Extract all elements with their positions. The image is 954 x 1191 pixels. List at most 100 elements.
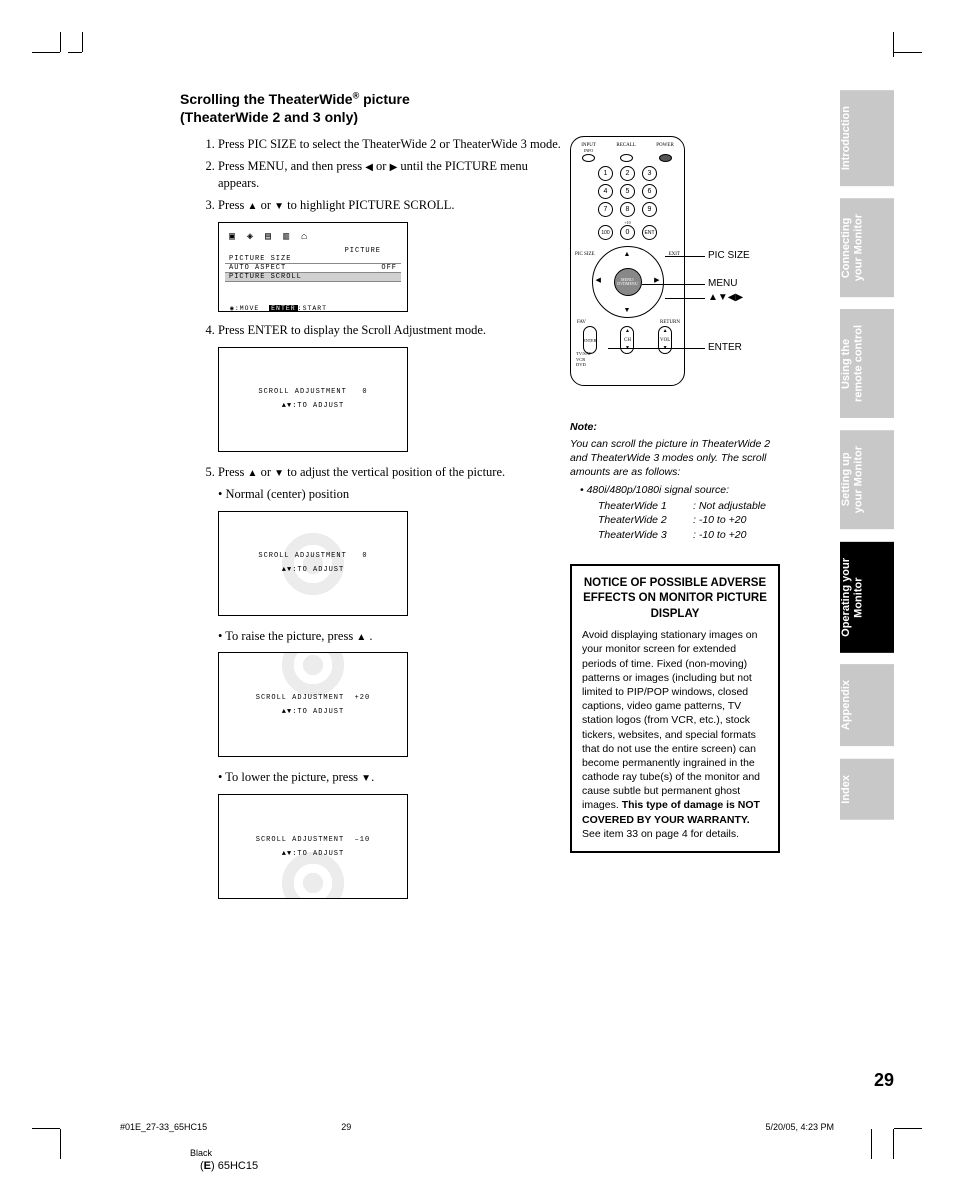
tab-index: Index	[840, 759, 894, 820]
instruction-list: Press PIC SIZE to select the TheaterWide…	[180, 136, 570, 214]
up-arrow-icon: ▲	[248, 201, 258, 212]
callout-menu: MENU	[708, 278, 737, 289]
step-text: Press MENU, and then press	[218, 159, 365, 173]
chapter-tabs: Introduction Connecting your Monitor Usi…	[840, 90, 894, 819]
note-list: 480i/480p/1080i signal source: TheaterWi…	[570, 483, 780, 542]
footer-model: (E) 65HC15	[200, 1160, 258, 1172]
remote-bottom-row: ENTER ▲CH▼ ▲VOL▼	[571, 326, 684, 354]
osd-row: PICTURE SIZE	[225, 255, 401, 264]
bullet-text: To lower the picture, press	[225, 770, 361, 784]
footer-color: Black	[190, 1148, 212, 1158]
instruction-list: Press ENTER to display the Scroll Adjust…	[180, 322, 570, 339]
up-arrow-icon: ▲	[248, 468, 258, 479]
callout-line	[665, 298, 705, 299]
tab-remote: Using the remote control	[840, 309, 894, 418]
osd-hint: ▲▼:TO ADJUST	[282, 566, 344, 574]
ch-pill: ▲CH▼	[620, 326, 634, 354]
heading-subtitle: (TheaterWide 2 and 3 only)	[180, 109, 358, 125]
remote-diagram: INPUTINFO RECALL POWER 123 456 789 +10 1…	[570, 136, 780, 406]
note-cell: : -10 to +20	[693, 513, 746, 527]
footer-page: 29	[341, 1122, 351, 1132]
bullet-item: To lower the picture, press ▼.	[218, 769, 570, 786]
step-text: Press	[218, 198, 248, 212]
crop-mark	[82, 32, 83, 52]
osd-hint: ▲▼:TO ADJUST	[282, 708, 344, 716]
target-rings-icon	[273, 524, 353, 604]
osd-value: OFF	[381, 264, 397, 272]
osd-scroll-lowered: SCROLL ADJUSTMENT –10 ▲▼:TO ADJUST	[218, 794, 408, 899]
crop-mark	[894, 52, 922, 53]
num-8: 8	[620, 202, 635, 217]
osd-label: SCROLL ADJUSTMENT 0	[258, 388, 367, 396]
osd-footer: ◉:MOVE ENTER:START	[225, 304, 401, 312]
dpad-down-icon: ▼	[624, 306, 631, 314]
warning-body: Avoid displaying stationary images on yo…	[582, 629, 760, 811]
menu-button: MENU/DVDMENU	[614, 268, 642, 296]
tvsat-label: TV/SATVCRDVD	[576, 351, 591, 367]
tab-appendix: Appendix	[840, 664, 894, 746]
step-1: Press PIC SIZE to select the TheaterWide…	[218, 136, 570, 153]
bullet-text: .	[366, 629, 372, 643]
footer-filename: #01E_27-33_65HC15	[120, 1122, 207, 1132]
crop-mark	[60, 1129, 61, 1159]
step-text: or	[373, 159, 390, 173]
warning-title: NOTICE OF POSSIBLE ADVERSE EFFECTS ON MO…	[582, 576, 768, 623]
sub-bullet-list: To lower the picture, press ▼.	[180, 769, 570, 786]
note-cell: TheaterWide 1	[598, 499, 693, 513]
dpad-right-icon: ▶	[654, 276, 659, 284]
callout-enter: ENTER	[708, 342, 742, 353]
num-3: 3	[642, 166, 657, 181]
osd-hint: ENTER	[269, 305, 298, 312]
info-label: INFO	[581, 148, 596, 153]
note-cell: : Not adjustable	[693, 499, 766, 513]
crop-mark	[32, 1128, 60, 1129]
num-0: 0	[620, 225, 635, 240]
sub-bullet-list: Normal (center) position	[180, 486, 570, 503]
osd-hint: :START	[298, 305, 327, 312]
osd-label: SCROLL ADJUSTMENT 0	[258, 552, 367, 560]
num-ent: ENT	[642, 225, 657, 240]
osd-label: SCROLL ADJUSTMENT +20	[256, 694, 370, 702]
heading-text: picture	[359, 91, 410, 107]
crop-mark	[68, 52, 82, 53]
crop-mark	[60, 32, 61, 52]
tab-introduction: Introduction	[840, 90, 894, 186]
heading-text: Scrolling the TheaterWide	[180, 91, 353, 107]
down-arrow-icon: ▼	[274, 468, 284, 479]
up-arrow-icon: ▲	[356, 632, 366, 643]
bullet-item: Normal (center) position	[218, 486, 570, 503]
note-heading: Note:	[570, 420, 780, 434]
num-9: 9	[642, 202, 657, 217]
warranty-notice-box: NOTICE OF POSSIBLE ADVERSE EFFECTS ON MO…	[570, 564, 780, 853]
vol-pill: ▲VOL▼	[658, 326, 672, 354]
step-text: to highlight PICTURE SCROLL.	[284, 198, 455, 212]
step-5: Press ▲ or ▼ to adjust the vertical posi…	[218, 464, 570, 481]
num-7: 7	[598, 202, 613, 217]
note-cell: : -10 to +20	[693, 528, 746, 542]
step-text: Press ENTER to display the Scroll Adjust…	[218, 323, 486, 337]
down-arrow-icon: ▼	[361, 773, 371, 784]
crop-mark	[894, 1128, 922, 1129]
num-100: 100	[598, 225, 613, 240]
bullet-text: .	[371, 770, 374, 784]
right-column: INPUTINFO RECALL POWER 123 456 789 +10 1…	[570, 136, 780, 853]
osd-hint: ▲▼:TO ADJUST	[282, 402, 344, 410]
step-text: or	[257, 198, 274, 212]
fav-label: FAV	[577, 320, 586, 325]
note-cell: TheaterWide 3	[598, 528, 693, 542]
tab-setting-up: Setting up your Monitor	[840, 430, 894, 529]
note-source: 480i/480p/1080i signal source:	[580, 483, 780, 497]
crop-mark	[893, 32, 894, 57]
main-column: Press PIC SIZE to select the TheaterWide…	[180, 136, 570, 911]
step-text: Press	[218, 465, 248, 479]
note-table: TheaterWide 1: Not adjustable TheaterWid…	[598, 499, 780, 542]
pic-size-label: PIC SIZE	[575, 252, 595, 257]
remote-numpad: 123 456 789 +10 1000ENT	[571, 166, 684, 240]
bullet-text: To raise the picture, press	[225, 629, 356, 643]
osd-scroll-raised: SCROLL ADJUSTMENT +20 ▲▼:TO ADJUST	[218, 652, 408, 757]
step-3: Press ▲ or ▼ to highlight PICTURE SCROLL…	[218, 197, 570, 214]
osd-row: AUTO ASPECTOFF	[225, 264, 401, 273]
num-5: 5	[620, 184, 635, 199]
instruction-list: Press ▲ or ▼ to adjust the vertical posi…	[180, 464, 570, 481]
num-2: 2	[620, 166, 635, 181]
